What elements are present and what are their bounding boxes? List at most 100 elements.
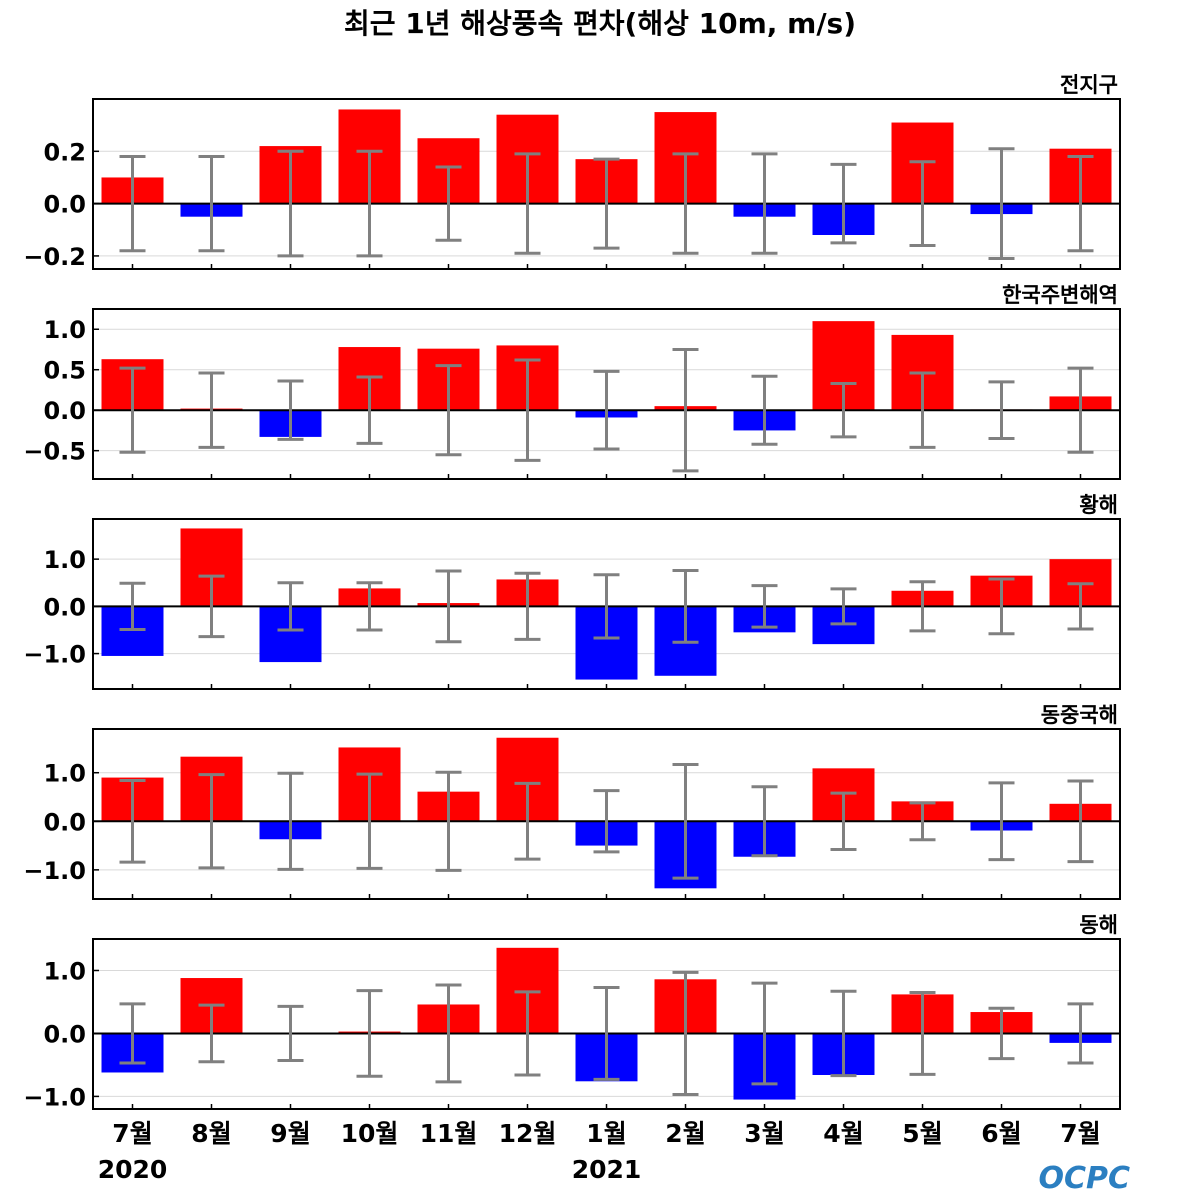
- error-bar: [356, 375, 383, 445]
- x-tick-label: 9월: [270, 1119, 310, 1148]
- error-bar: [514, 358, 541, 462]
- error-bar: [909, 801, 936, 842]
- x-tick-label: 4월: [823, 1119, 863, 1148]
- y-tick-label: −1.0: [23, 641, 86, 669]
- error-bar: [198, 371, 225, 449]
- error-bar: [751, 785, 778, 858]
- error-bar: [356, 581, 383, 632]
- error-bar: [119, 366, 146, 454]
- error-bar: [198, 155, 225, 253]
- error-bar: [435, 165, 462, 242]
- error-bar: [751, 981, 778, 1086]
- panel-label: 황해: [1079, 493, 1118, 517]
- ocpc-logo: OCPC: [1038, 1161, 1130, 1196]
- error-bar: [119, 778, 146, 864]
- panel-4: 동중국해 −1.0 0.0 1.0: [23, 703, 1121, 900]
- error-bar: [593, 985, 620, 1081]
- error-bar: [514, 571, 541, 641]
- y-tick-label: 0.0: [43, 593, 86, 621]
- error-bar: [435, 569, 462, 644]
- year-label: 2020: [98, 1155, 168, 1184]
- y-tick-label: 0.2: [43, 138, 86, 166]
- y-tick-label: −1.0: [23, 857, 86, 885]
- y-tick-label: 0.0: [43, 1020, 86, 1048]
- error-bar: [593, 369, 620, 451]
- panel-frame: [92, 938, 1121, 1110]
- error-bar: [435, 983, 462, 1084]
- ocpc-logo-text: OCPC: [1038, 1161, 1130, 1196]
- y-tick-label: −0.2: [23, 243, 86, 271]
- error-bar: [198, 574, 225, 639]
- error-bar: [988, 380, 1015, 441]
- error-bar: [672, 970, 699, 1097]
- chart-panels: 전지구 −0.2 0.0 0.2 한국주변해역 −0.5 0.0 0.5 1.0 황해 −1.0 0.…: [23, 73, 1121, 1111]
- panel-frame: [92, 728, 1121, 900]
- y-tick-label: 1.0: [43, 760, 86, 788]
- chart-title: 최근 1년 해상풍속 편차(해상 10m, m/s): [344, 7, 856, 40]
- y-tick-label: 1.0: [43, 546, 86, 574]
- error-bar: [672, 152, 699, 255]
- error-bar: [988, 781, 1015, 862]
- y-tick-label: 1.0: [43, 316, 86, 344]
- y-tick-label: 1.0: [43, 957, 86, 985]
- y-tick-label: −0.5: [23, 438, 86, 466]
- panel-frame: [92, 98, 1121, 270]
- error-bar: [830, 791, 857, 851]
- x-tick-label: 12월: [499, 1119, 557, 1148]
- panel-label: 동해: [1079, 913, 1118, 937]
- error-bar: [1067, 779, 1094, 864]
- error-bar: [435, 364, 462, 457]
- error-bar: [356, 772, 383, 870]
- x-tick-label: 2월: [665, 1119, 705, 1148]
- error-bar: [119, 1002, 146, 1065]
- x-tick-label: 10월: [341, 1119, 399, 1148]
- error-bar: [593, 157, 620, 250]
- error-bar: [751, 374, 778, 446]
- error-bar: [1067, 155, 1094, 253]
- error-bar: [909, 160, 936, 247]
- error-bar: [514, 990, 541, 1077]
- x-tick-label: 8월: [191, 1119, 231, 1148]
- error-bar: [277, 379, 304, 441]
- panel-label: 한국주변해역: [1002, 283, 1118, 307]
- error-bar: [830, 162, 857, 245]
- error-bar: [277, 771, 304, 871]
- x-axis: 7월 8월 9월 10월 11월 12월 1월 2월 3월 4월 5월 6월 7월 2020 2021: [98, 1119, 1101, 1184]
- error-bar: [277, 149, 304, 258]
- y-tick-label: 0.0: [43, 191, 86, 219]
- x-tick-label: 1월: [586, 1119, 626, 1148]
- error-bar: [198, 773, 225, 870]
- panel-1: 전지구 −0.2 0.0 0.2: [23, 73, 1121, 271]
- y-tick-label: 0.0: [43, 808, 86, 836]
- error-bar: [988, 577, 1015, 636]
- panel-frame: [92, 308, 1121, 480]
- error-bar: [1067, 1002, 1094, 1065]
- error-bar: [198, 1003, 225, 1064]
- panel-frame: [92, 518, 1121, 690]
- error-bar: [277, 1004, 304, 1063]
- error-bar: [1067, 582, 1094, 631]
- error-bar: [909, 371, 936, 449]
- error-bar: [751, 152, 778, 255]
- x-tick-label: 7월: [112, 1119, 152, 1148]
- error-bar: [830, 587, 857, 626]
- error-bar: [830, 989, 857, 1078]
- x-tick-label: 7월: [1060, 1119, 1100, 1148]
- panel-label: 전지구: [1060, 73, 1118, 97]
- y-tick-label: 0.5: [43, 357, 86, 385]
- x-tick-label: 6월: [981, 1119, 1021, 1148]
- panel-3: 황해 −1.0 0.0 1.0: [23, 493, 1121, 690]
- error-bar: [751, 584, 778, 629]
- year-label: 2021: [572, 1155, 642, 1184]
- error-bar: [672, 347, 699, 473]
- error-bar: [672, 568, 699, 644]
- error-bar: [277, 581, 304, 632]
- error-bar: [514, 781, 541, 861]
- error-bar: [909, 991, 936, 1076]
- error-bar: [988, 147, 1015, 261]
- panel-5: 동해 −1.0 0.0 1.0: [23, 913, 1121, 1111]
- y-tick-label: −1.0: [23, 1083, 86, 1111]
- panel-label: 동중국해: [1041, 703, 1118, 727]
